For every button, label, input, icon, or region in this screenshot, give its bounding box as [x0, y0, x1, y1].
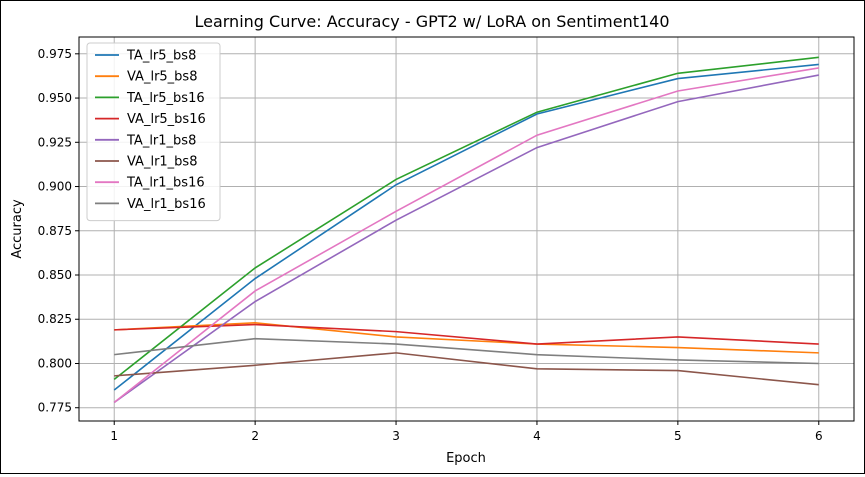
- y-tick-label: 0.775: [38, 401, 72, 415]
- legend-label: TA_lr1_bs16: [126, 176, 205, 191]
- series-line-TA_lr5_bs8: [113, 63, 819, 391]
- y-tick-label: 0.950: [38, 91, 72, 105]
- legend-label: VA_lr5_bs8: [127, 70, 197, 85]
- legend-label: VA_lr1_bs16: [127, 197, 206, 212]
- legend-label: TA_lr5_bs8: [126, 49, 196, 64]
- series-line-TA_lr1_bs16: [113, 67, 819, 404]
- series-line-VA_lr1_bs16: [114, 337, 819, 365]
- chart-title: Learning Curve: Accuracy - GPT2 w/ LoRA …: [194, 12, 669, 31]
- y-tick-label: 0.875: [38, 224, 72, 238]
- x-tick-label: 3: [392, 429, 400, 443]
- y-tick-label: 0.900: [38, 180, 72, 194]
- x-tick-label: 1: [110, 429, 118, 443]
- x-tick-label: 6: [815, 429, 823, 443]
- legend-label: TA_lr5_bs16: [126, 91, 205, 106]
- series-line-VA_lr5_bs16: [114, 323, 819, 345]
- x-tick-label: 4: [533, 429, 541, 443]
- series-line-TA_lr1_bs8: [113, 74, 819, 404]
- legend: TA_lr5_bs8 VA_lr5_bs8 TA_lr5_bs16 VA_lr5_bs…: [86, 42, 221, 222]
- series-line-VA_lr1_bs8: [114, 352, 819, 386]
- legend-label: VA_lr1_bs8: [127, 155, 197, 170]
- y-axis-label: Accuracy: [10, 199, 25, 259]
- x-tick-label: 2: [251, 429, 259, 443]
- axis-ticks: 1 2 3 4 5 6 0.775 0.800 0.825 0.850 0.875 0.900 0.92…: [38, 47, 823, 443]
- x-axis-label: Epoch: [446, 451, 486, 466]
- y-tick-label: 0.825: [38, 312, 72, 326]
- legend-label: VA_lr5_bs16: [127, 112, 206, 127]
- x-tick-label: 5: [674, 429, 682, 443]
- y-tick-label: 0.975: [38, 47, 72, 61]
- plot-area-border: [78, 36, 855, 422]
- series-line-VA_lr5_bs8: [114, 321, 819, 354]
- y-tick-label: 0.850: [38, 268, 72, 282]
- legend-box: [86, 42, 221, 222]
- legend-label: TA_lr1_bs8: [126, 133, 196, 148]
- y-tick-label: 0.925: [38, 135, 72, 149]
- series-lines: [113, 56, 819, 404]
- y-tick-label: 0.800: [38, 356, 72, 370]
- series-line-TA_lr5_bs16: [113, 56, 819, 381]
